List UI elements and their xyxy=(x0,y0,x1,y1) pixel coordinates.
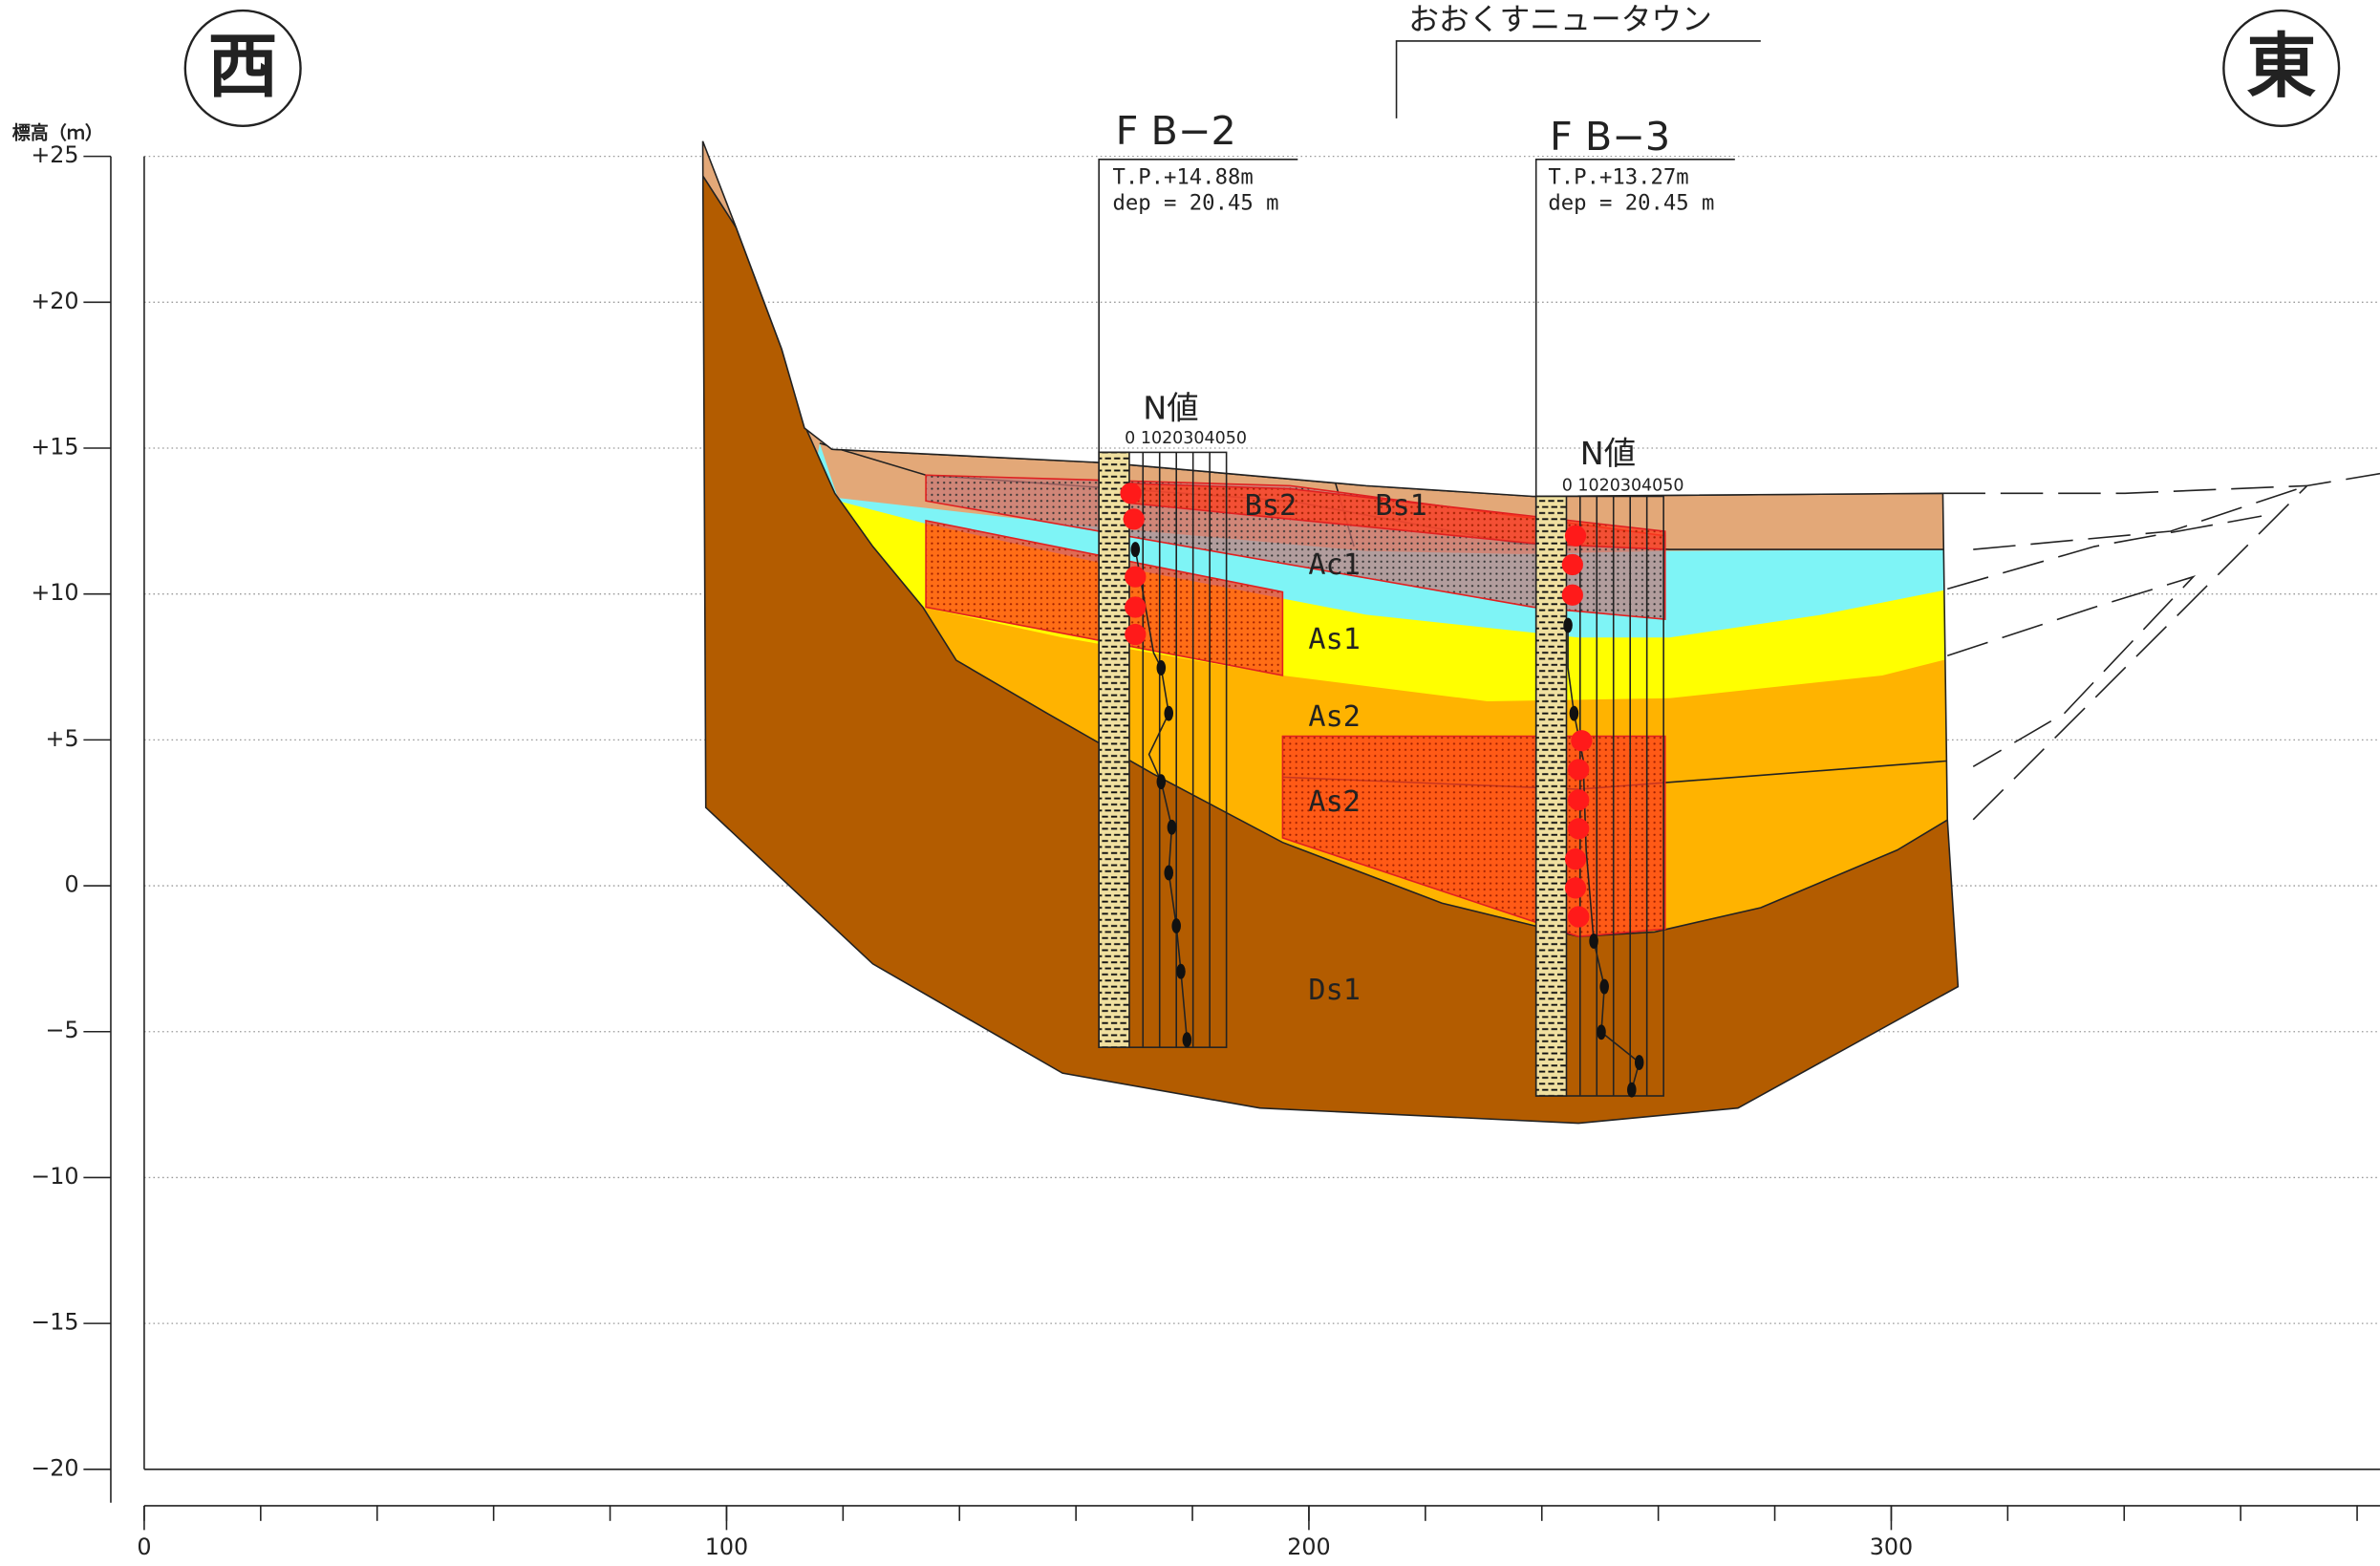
east-label: 東 xyxy=(2246,27,2316,108)
n-value-label: N値 xyxy=(1143,389,1198,426)
x-tick-label: 200 xyxy=(1287,1534,1330,1560)
borehole-dep: dep = 20.45 m xyxy=(1112,190,1278,215)
west-label: 西 xyxy=(208,27,278,108)
section: F B−2 T.P.+14.88m dep = 20.45 m N値 0 102… xyxy=(0,0,2380,1566)
y-tick-label: +10 xyxy=(31,579,78,606)
n-value-scale: 0 1020304050 xyxy=(1562,476,1684,495)
y-axis-label: 標高（ｍ） xyxy=(12,121,103,143)
borehole-tp: T.P.+14.88m xyxy=(1112,164,1253,189)
y-tick-label: +5 xyxy=(46,725,79,752)
borehole-name: F B−2 xyxy=(1116,108,1236,154)
y-tick-label: +25 xyxy=(31,141,78,168)
layer-label: As2 xyxy=(1308,700,1361,734)
y-tick-label: −10 xyxy=(31,1163,78,1190)
layer-label: Ac1 xyxy=(1308,548,1361,582)
n-value-label: N値 xyxy=(1580,435,1636,472)
n-value-scale: 0 1020304050 xyxy=(1125,429,1247,448)
y-tick-label: 0 xyxy=(64,871,78,898)
site-leader xyxy=(1397,41,1761,118)
layer-label: Bs2 xyxy=(1245,489,1297,523)
y-tick-label: −15 xyxy=(31,1309,78,1336)
x-tick-label: 300 xyxy=(1870,1534,1913,1560)
layers xyxy=(668,121,1973,1214)
y-tick-label: −20 xyxy=(31,1454,78,1481)
borehole-dep: dep = 20.45 m xyxy=(1548,190,1714,215)
y-tick-label: +20 xyxy=(31,288,78,314)
layer-label: As2 xyxy=(1308,785,1361,819)
extrapolation xyxy=(1942,474,2380,820)
borehole-tp: T.P.+13.27m xyxy=(1548,164,1688,189)
x-tick-label: 100 xyxy=(705,1534,748,1560)
site-label: おおくすニュータウン xyxy=(1408,3,1712,37)
borehole-name: F B−3 xyxy=(1550,114,1670,160)
layer-label: Ds1 xyxy=(1308,974,1361,1007)
y-tick-label: +15 xyxy=(31,434,78,461)
x-tick-label: 0 xyxy=(137,1534,151,1560)
layer-label: As1 xyxy=(1308,623,1361,656)
layer-label: Bs1 xyxy=(1375,489,1427,523)
y-tick-label: −5 xyxy=(46,1017,79,1043)
